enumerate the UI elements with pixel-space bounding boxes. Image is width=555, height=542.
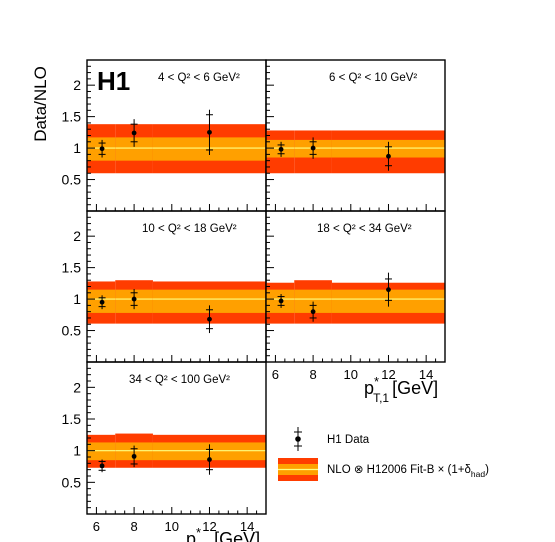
- band-inner: [152, 289, 266, 313]
- data-point: [130, 445, 138, 468]
- data-marker: [99, 146, 105, 152]
- x-tick-label: 8: [130, 519, 137, 534]
- x-tick-label: 8: [309, 367, 316, 382]
- x-tick-label: 12: [202, 519, 216, 534]
- data-marker: [310, 309, 316, 315]
- y-tick-label: 1: [73, 291, 81, 307]
- data-point: [277, 294, 285, 308]
- x-axis-label-middle: p* T,1 [GeV]: [364, 374, 438, 405]
- x-tick-label: 10: [165, 519, 179, 534]
- data-marker: [207, 457, 212, 462]
- data-point: [205, 109, 213, 156]
- y-tick-label: 2: [73, 77, 81, 93]
- data-marker: [131, 296, 137, 302]
- data-point: [384, 141, 392, 171]
- panel-q2-label: 34 < Q² < 100 GeV²: [129, 374, 230, 386]
- band-inner: [294, 289, 332, 313]
- panel-4: 6 8 10 12 14 18 < Q² < 34 GeV²: [265, 210, 446, 382]
- labels-layer: H1 Data/NLO: [31, 66, 130, 142]
- y-tick-label: 0.5: [62, 474, 82, 490]
- data-marker: [207, 129, 212, 135]
- band-inner: [87, 442, 116, 461]
- x-tick-label: 12: [381, 367, 395, 382]
- x-axis-label-bottom: p*T,1[GeV]: [186, 525, 260, 542]
- data-point: [384, 272, 392, 307]
- y-tick-label: 1.5: [62, 411, 82, 427]
- data-marker: [310, 145, 316, 151]
- data-marker: [99, 299, 105, 305]
- panel-q2-label: 18 < Q² < 34 GeV²: [317, 223, 412, 235]
- data-marker: [278, 298, 284, 304]
- data-point: [309, 137, 317, 159]
- x-tick-label: 10: [344, 367, 358, 382]
- data-marker: [386, 287, 391, 293]
- x-axis-label-text: p*T,1[GeV]: [186, 525, 260, 542]
- data-marker: [386, 153, 391, 159]
- panel-5: 0.5 1 1.5 2 6 8 10 12 14 34 < Q² < 100 GeV²: [62, 361, 267, 534]
- legend: H1 Data NLO ⊗ H12006 Fit-B × (1+δhad): [278, 427, 489, 481]
- data-marker: [207, 316, 212, 322]
- x-tick-label: 14: [240, 519, 254, 534]
- x-tick-label: 6: [272, 367, 279, 382]
- x-axis-label-text: p*T,1[GeV]: [364, 374, 438, 405]
- data-point: [130, 289, 138, 310]
- panel-q2-label: 6 < Q² < 10 GeV²: [329, 72, 417, 84]
- data-point: [205, 305, 213, 334]
- data-point: [98, 459, 106, 473]
- legend-data-label: H1 Data: [327, 434, 370, 446]
- y-tick-label: 0.5: [62, 323, 82, 339]
- y-tick-label: 2: [73, 228, 81, 244]
- data-marker: [99, 463, 105, 469]
- legend-data-marker: [294, 427, 302, 451]
- panels-layer: 0.5 1 1.5 2 4 < Q² < 6 GeV² 6 < Q² < 10 GeV² 0…: [62, 59, 446, 534]
- band-inner: [115, 137, 153, 161]
- y-tick-label: 1: [73, 140, 81, 156]
- panel-3: 0.5 1 1.5 2 10 < Q² < 18 GeV²: [62, 210, 267, 363]
- data-marker: [131, 130, 137, 136]
- y-tick-label: 1: [73, 443, 81, 459]
- legend-band-swatch: [278, 458, 318, 481]
- data-point: [277, 141, 285, 157]
- panel-2: 6 < Q² < 10 GeV²: [265, 59, 446, 212]
- y-tick-label: 1.5: [62, 260, 82, 276]
- x-tick-label: 6: [93, 519, 100, 534]
- data-point: [309, 301, 317, 322]
- panel-1: 0.5 1 1.5 2 4 < Q² < 6 GeV²: [62, 59, 267, 212]
- y-axis-label: Data/NLO: [31, 66, 50, 142]
- data-point: [205, 444, 213, 475]
- y-tick-label: 0.5: [62, 172, 82, 188]
- data-point: [98, 295, 106, 310]
- panel-q2-label: 4 < Q² < 6 GeV²: [158, 72, 240, 84]
- legend-band-label: NLO ⊗ H12006 Fit-B × (1+δhad): [327, 464, 489, 479]
- h1-logo: H1: [97, 66, 130, 96]
- data-marker: [278, 146, 284, 152]
- y-tick-label: 2: [73, 379, 81, 395]
- panel-q2-label: 10 < Q² < 18 GeV²: [142, 223, 237, 235]
- data-marker: [131, 453, 137, 459]
- y-tick-label: 1.5: [62, 109, 82, 125]
- data-point: [130, 119, 138, 147]
- data-point: [98, 139, 106, 158]
- x-tick-label: 14: [419, 367, 433, 382]
